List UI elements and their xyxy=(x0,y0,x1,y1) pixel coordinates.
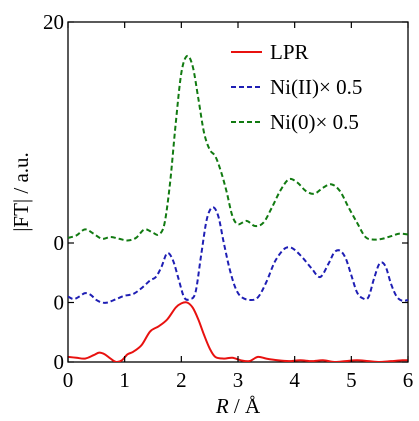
plot-frame xyxy=(67,21,409,363)
legend: LPR Ni(II)× 0.5 Ni(0)× 0.5 xyxy=(231,40,362,134)
legend-label-ni-0-0-5: Ni(0)× 0.5 xyxy=(270,110,359,134)
y-tick-label: 0 xyxy=(54,291,65,315)
plot-area xyxy=(67,21,409,363)
series-line-ni-ii-0-5 xyxy=(68,206,408,304)
curves xyxy=(68,54,408,362)
legend-label-lpr: LPR xyxy=(270,40,309,64)
x-tick-label: 3 xyxy=(233,368,244,392)
y-axis-ticks: 0 0 0 20 xyxy=(43,10,408,374)
x-tick-label: 5 xyxy=(346,368,357,392)
y-tick-label: 0 xyxy=(54,231,65,255)
y-tick-label: 0 xyxy=(54,350,65,374)
legend-label-ni-ii-0-5: Ni(II)× 0.5 xyxy=(270,75,362,99)
x-tick-label: 6 xyxy=(403,368,414,392)
series-line-ni-0-0-5 xyxy=(68,54,408,242)
x-axis-ticks: 0 1 2 3 4 5 6 xyxy=(63,22,414,392)
y-axis-label: |FT| / a.u. xyxy=(9,152,33,232)
x-axis-label: R / Å xyxy=(215,394,261,418)
x-tick-label: 1 xyxy=(119,368,130,392)
x-tick-label: 0 xyxy=(63,368,74,392)
series-line-lpr xyxy=(68,301,408,362)
x-tick-label: 4 xyxy=(289,368,300,392)
x-tick-label: 2 xyxy=(176,368,187,392)
y-tick-label: 20 xyxy=(43,10,64,34)
